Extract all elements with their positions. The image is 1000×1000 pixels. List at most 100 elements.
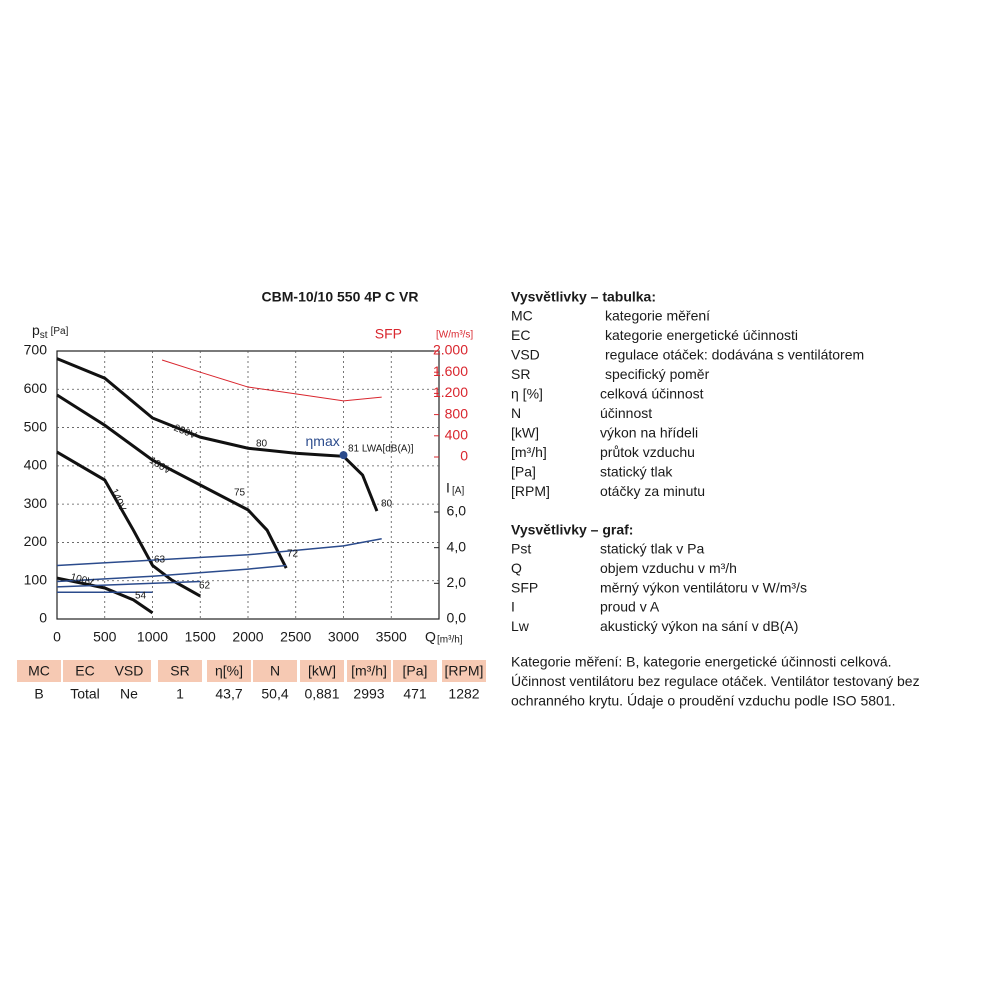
table-header-cell bbox=[300, 660, 344, 682]
table-cell: 2993 bbox=[353, 686, 384, 702]
label-part: p bbox=[32, 322, 40, 338]
legend-key: [kW] bbox=[511, 425, 539, 441]
legend-key: VSD bbox=[511, 347, 540, 363]
legend-desc: kategorie měření bbox=[605, 308, 710, 324]
table-cell: 1282 bbox=[448, 686, 479, 702]
legend-desc: proud v A bbox=[600, 599, 660, 615]
table-cell: B bbox=[34, 686, 43, 702]
legend-desc: regulace otáček: dodávána s ventilátorem bbox=[605, 347, 864, 363]
legend-key: [m³/h] bbox=[511, 444, 547, 460]
legend-key: Pst bbox=[511, 541, 531, 557]
eta-max-point bbox=[339, 451, 348, 460]
table-header-cell bbox=[17, 660, 61, 682]
y3-axis-label: I bbox=[446, 480, 450, 496]
y-tick-label: 200 bbox=[24, 533, 48, 549]
curve bbox=[161, 359, 382, 402]
table-header-cell bbox=[347, 660, 391, 682]
legend-key: Lw bbox=[511, 618, 530, 634]
x-tick-label: 500 bbox=[93, 629, 117, 645]
table-cell: 471 bbox=[403, 686, 427, 702]
curve bbox=[56, 580, 201, 588]
y2-axis-unit: [W/m³/s] bbox=[436, 330, 473, 341]
table-cell: 43,7 bbox=[215, 686, 242, 702]
legend-title: Vysvětlivky – graf: bbox=[511, 522, 633, 538]
eta-max-label: ηmax bbox=[306, 433, 340, 449]
curve-label: 180V bbox=[147, 455, 173, 477]
y-tick-label: 0 bbox=[39, 610, 47, 626]
legend-key: MC bbox=[511, 308, 533, 324]
y2-tick-label: 2.000 bbox=[433, 342, 468, 358]
x-tick-label: 0 bbox=[53, 629, 61, 645]
legend-desc: otáčky za minutu bbox=[600, 483, 705, 499]
curve bbox=[56, 357, 379, 512]
table-header: [m³/h] bbox=[351, 663, 387, 679]
sound-label: 80 bbox=[381, 499, 393, 510]
y-axis-label: pst [Pa] bbox=[32, 322, 69, 341]
y3-tick-label: 0,0 bbox=[447, 610, 467, 626]
curve bbox=[56, 538, 382, 567]
legend-desc: měrný výkon ventilátoru v W/m³/s bbox=[600, 579, 807, 595]
table-header: MC bbox=[28, 663, 50, 679]
curve-label: 230V bbox=[172, 423, 198, 442]
table-header-cell bbox=[207, 660, 251, 682]
table-cell: 1 bbox=[176, 686, 184, 702]
table-cell: Ne bbox=[120, 686, 138, 702]
curve bbox=[56, 576, 154, 615]
y3-tick-label: 4,0 bbox=[447, 538, 467, 554]
curve bbox=[56, 564, 287, 583]
legend-key: [RPM] bbox=[511, 483, 550, 499]
curve bbox=[56, 393, 288, 569]
x-tick-label: 3000 bbox=[328, 629, 359, 645]
table-header: SR bbox=[170, 663, 189, 679]
y-tick-label: 100 bbox=[24, 571, 48, 587]
legend-desc: statický tlak v Pa bbox=[600, 541, 704, 557]
y2-tick-label: 400 bbox=[445, 427, 469, 443]
legend-key: Q bbox=[511, 560, 522, 576]
x-tick-label: 3500 bbox=[376, 629, 407, 645]
y-tick-label: 600 bbox=[24, 380, 48, 396]
curve-label: 140V bbox=[108, 487, 128, 513]
y3-tick-label: 2,0 bbox=[447, 574, 467, 590]
legend-desc: výkon na hřídeli bbox=[600, 425, 698, 441]
legend-key: η [%] bbox=[511, 386, 543, 402]
table-header-cell bbox=[253, 660, 297, 682]
table-cell: 50,4 bbox=[261, 686, 288, 702]
legend-key: N bbox=[511, 405, 521, 421]
legend-key: [Pa] bbox=[511, 464, 536, 480]
table-header: EC bbox=[75, 663, 94, 679]
sound-label: 54 bbox=[135, 591, 147, 602]
y2-axis-label: SFP bbox=[375, 326, 402, 342]
note-line: ochranného krytu. Údaje o proudění vzduc… bbox=[511, 692, 895, 708]
sound-label: 80 bbox=[256, 439, 268, 450]
y2-tick-label: 0 bbox=[460, 448, 468, 464]
legend-desc: průtok vzduchu bbox=[600, 444, 695, 460]
y-tick-label: 500 bbox=[24, 418, 48, 434]
y-tick-label: 400 bbox=[24, 457, 48, 473]
y2-tick-label: 1.200 bbox=[433, 384, 468, 400]
legend-desc: celková účinnost bbox=[600, 386, 704, 402]
table-header: [RPM] bbox=[445, 663, 484, 679]
y2-tick-label: 800 bbox=[445, 405, 469, 421]
y2-tick-label: 1.600 bbox=[433, 363, 468, 379]
table-cell: Total bbox=[70, 686, 100, 702]
table-header: η[%] bbox=[215, 663, 243, 679]
legend-key: EC bbox=[511, 327, 530, 343]
sound-label: 75 bbox=[234, 488, 246, 499]
x-tick-label: 2000 bbox=[232, 629, 263, 645]
sound-label: 72 bbox=[287, 549, 299, 560]
table-header: VSD bbox=[115, 663, 144, 679]
x-tick-label: 2500 bbox=[280, 629, 311, 645]
x-tick-label: 1500 bbox=[185, 629, 216, 645]
sound-label: 62 bbox=[199, 581, 211, 592]
legend-desc: statický tlak bbox=[600, 464, 673, 480]
y-tick-label: 700 bbox=[24, 342, 48, 358]
y-tick-label: 300 bbox=[24, 495, 48, 511]
sound-label: 63 bbox=[154, 555, 166, 566]
table-header: [kW] bbox=[308, 663, 336, 679]
table-header-cell bbox=[63, 660, 107, 682]
legend-desc: objem vzduchu v m³/h bbox=[600, 560, 737, 576]
table-header: N bbox=[270, 663, 280, 679]
x-tick-label: 1000 bbox=[137, 629, 168, 645]
legend-desc: účinnost bbox=[600, 405, 652, 421]
